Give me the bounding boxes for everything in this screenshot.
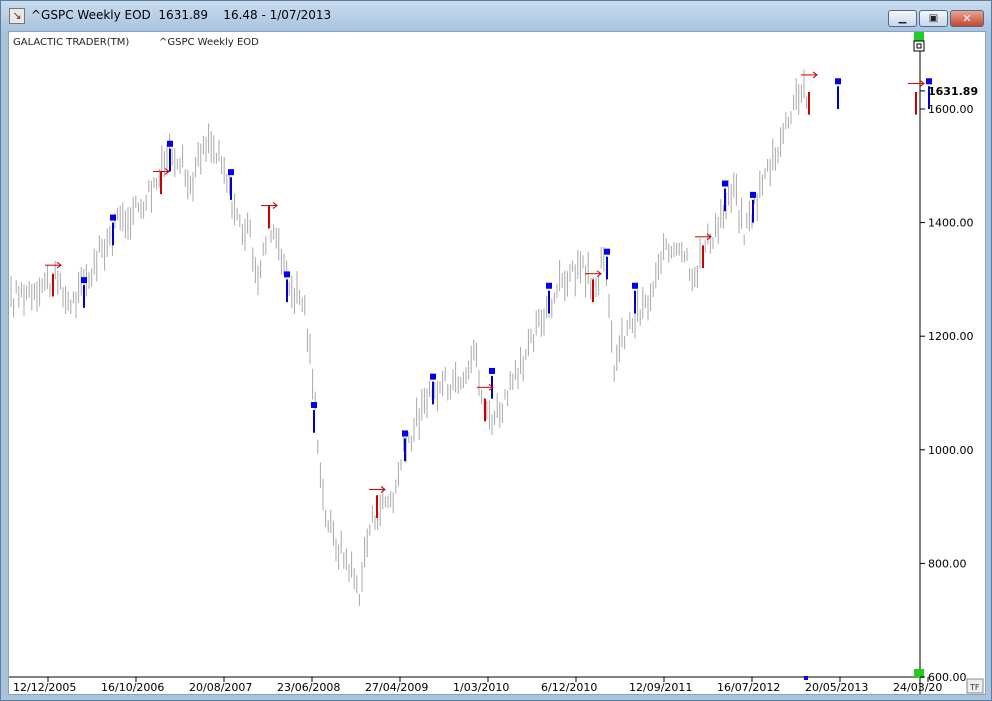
x-tick-label: 6/12/2010: [541, 681, 597, 694]
y-tick-label: 800.00: [928, 557, 967, 570]
buy-marker: [489, 367, 495, 374]
buy-marker: [167, 140, 173, 147]
tf-label: TF: [969, 683, 980, 692]
arrow-head: [164, 168, 170, 175]
bottom-green-marker: [914, 669, 924, 678]
x-tick-label: 16/07/2012: [717, 681, 780, 694]
x-tick-label: 23/06/2008: [277, 681, 340, 694]
symbol-label: ^GSPC Weekly EOD: [159, 37, 259, 48]
tf-button[interactable]: [966, 678, 984, 694]
y-tick-label: 1200.00: [928, 330, 974, 343]
buy-marker: [722, 180, 728, 187]
scale-toggle-button[interactable]: [913, 40, 925, 52]
buy-marker: [604, 248, 610, 255]
y-tick-label: 1600.00: [928, 103, 974, 116]
arrow-head: [596, 270, 602, 278]
buy-marker: [546, 282, 552, 289]
price-chart[interactable]: GALACTIC TRADER(TM) ^GSPC Weekly EOD TF …: [9, 32, 985, 694]
x-tick-label: 12/09/2011: [629, 681, 692, 694]
x-tick-label: 16/10/2006: [101, 681, 164, 694]
last-price-value: 1631.89: [928, 85, 978, 98]
buy-marker: [402, 430, 408, 437]
buy-marker: [284, 271, 290, 278]
buy-marker: [110, 214, 116, 221]
x-tick-label: 1/03/2010: [453, 681, 509, 694]
price-bars: [10, 69, 808, 606]
buy-marker: [228, 169, 234, 176]
x-tick-label: 24/03/20: [893, 681, 942, 694]
maximize-button[interactable]: ▣: [919, 10, 948, 27]
time-cursor-marker: [804, 676, 808, 680]
x-axis: 12/12/2005 16/10/2006 20/08/2007 23/06/2008…: [13, 677, 942, 694]
buy-marker: [835, 78, 841, 85]
buy-marker: [311, 402, 317, 409]
buy-marker: [81, 277, 87, 284]
minimize-button[interactable]: ▁: [888, 10, 917, 27]
brand-label: GALACTIC TRADER(TM): [13, 37, 129, 48]
x-tick-label: 27/04/2009: [365, 681, 428, 694]
buy-marker: [750, 191, 756, 198]
close-button[interactable]: ✕: [950, 10, 984, 27]
top-green-marker: [914, 32, 924, 41]
signal-layer: [45, 71, 932, 518]
chart-area[interactable]: GALACTIC TRADER(TM) ^GSPC Weekly EOD TF …: [8, 31, 986, 695]
arrow-head: [380, 486, 386, 493]
buy-marker: [926, 78, 932, 85]
buy-marker: [632, 282, 638, 289]
arrow-head: [272, 202, 278, 209]
scale-toggle-icon: [916, 43, 922, 49]
buy-marker: [430, 373, 436, 380]
app-icon[interactable]: ↘: [9, 8, 25, 24]
x-tick-label: 12/12/2005: [13, 681, 76, 694]
title-bar[interactable]: ↘ ^GSPC Weekly EOD 1631.89 16.48 - 1/07/…: [1, 1, 991, 31]
y-tick-label: 1400.00: [928, 217, 974, 230]
arrow-head: [488, 383, 494, 391]
window-title: ^GSPC Weekly EOD 1631.89 16.48 - 1/07/20…: [31, 8, 332, 22]
y-axis: 600.00 800.00 1000.00 1200.00 1400.00 1600.00: [920, 103, 974, 684]
arrow-head: [919, 80, 925, 87]
arrow-head: [56, 261, 62, 269]
x-tick-label: 20/05/2013: [805, 681, 868, 694]
y-tick-label: 1000.00: [928, 444, 974, 457]
arrow-head: [812, 71, 818, 79]
last-price-label: 1631.89: [920, 85, 978, 98]
arrow-head: [706, 233, 712, 241]
y-tick-label: 600.00: [928, 671, 967, 684]
x-tick-label: 20/08/2007: [189, 681, 252, 694]
